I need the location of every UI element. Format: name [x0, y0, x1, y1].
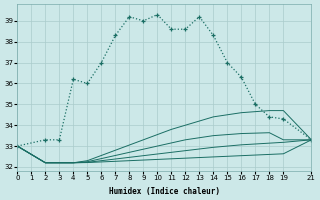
X-axis label: Humidex (Indice chaleur): Humidex (Indice chaleur) [109, 187, 220, 196]
